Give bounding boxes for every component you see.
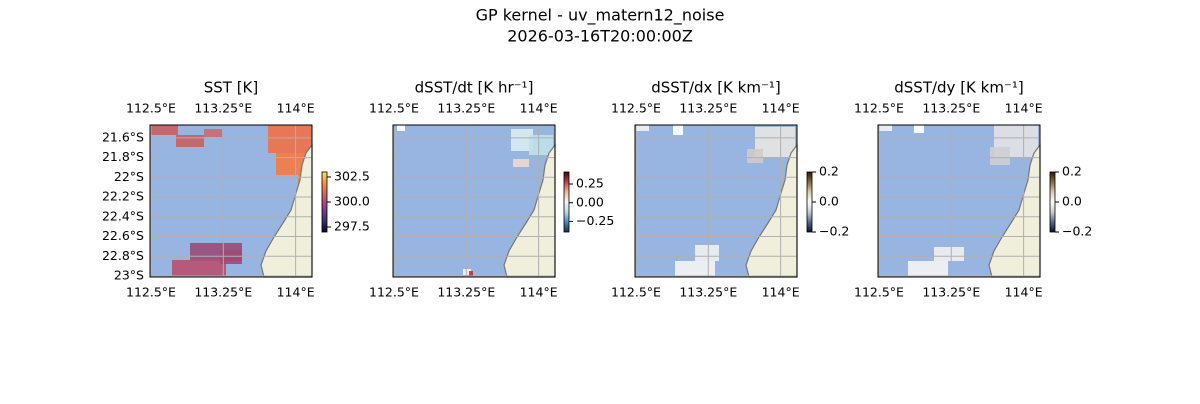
map-frame (392, 124, 556, 278)
data-patch (934, 247, 964, 261)
map-panel: dSST/dx [K km⁻¹] 112.5°E 112.5°E 113.25°E 11… (611, 79, 800, 300)
x-tick-label: 112.5°E (854, 285, 904, 300)
x-tick-label: 114°E (520, 101, 558, 116)
data-patch (150, 125, 178, 135)
colorbar-tick-label: 302.5 (334, 169, 370, 184)
figure-title: GP kernel - uv_matern12_noise (476, 6, 725, 26)
x-tick-label: 113.25°E (679, 101, 737, 116)
colorbar-tick-label: 0.0 (1062, 194, 1082, 209)
colorbar-tick-label: 0.2 (1062, 164, 1082, 179)
colorbar (563, 171, 570, 233)
data-patch (511, 129, 533, 151)
map-frame (634, 124, 798, 278)
map-frame (149, 124, 313, 278)
map-frame (877, 124, 1041, 278)
data-patch (268, 125, 312, 153)
x-tick-label: 114°E (277, 285, 315, 300)
data-patch (176, 135, 204, 147)
y-tick-label: 21.8°S (102, 149, 144, 164)
map-panel: dSST/dy [K km⁻¹] 112.5°E 112.5°E 113.25°E 11… (854, 79, 1043, 300)
data-patch (747, 149, 763, 163)
x-tick-label: 112.5°E (369, 285, 419, 300)
colorbar-tick-label: 300.0 (334, 194, 370, 209)
x-tick-label: 113.25°E (679, 285, 737, 300)
x-tick-label: 113.25°E (922, 285, 980, 300)
x-tick-label: 114°E (277, 101, 315, 116)
data-patch (635, 125, 649, 131)
x-tick-label: 112.5°E (611, 101, 661, 116)
x-tick-label: 113.25°E (437, 101, 495, 116)
data-patch (529, 135, 553, 155)
colorbar (321, 171, 328, 233)
data-patch (220, 250, 242, 264)
x-tick-label: 113.25°E (922, 101, 980, 116)
x-tick-label: 112.5°E (126, 101, 176, 116)
y-tick-label: 23°S (114, 268, 144, 283)
data-patch (172, 260, 226, 277)
x-tick-label: 113.25°E (194, 101, 252, 116)
figure-subtitle: 2026-03-16T20:00:00Z (507, 27, 693, 46)
data-patch (675, 261, 715, 277)
data-patch (204, 129, 222, 137)
x-tick-label: 114°E (762, 101, 800, 116)
data-patch (397, 125, 405, 131)
colorbar-tick-label: 0.0 (819, 194, 839, 209)
y-tick-label: 22°S (114, 169, 144, 184)
data-patch (513, 159, 529, 167)
data-patch (695, 245, 719, 261)
x-tick-label: 114°E (1005, 101, 1043, 116)
x-tick-label: 114°E (1005, 285, 1043, 300)
data-patch (469, 271, 473, 277)
panel-title: dSST/dx [K km⁻¹] (651, 79, 781, 97)
map-panel: SST [K] 112.5°E 112.5°E 113.25°E 113.25°E 114… (102, 79, 315, 300)
colorbar-tick-label: 0.25 (576, 176, 604, 191)
panel-title: SST [K] (204, 79, 259, 97)
x-tick-label: 113.25°E (437, 285, 495, 300)
data-patch (463, 269, 471, 275)
x-tick-label: 112.5°E (369, 101, 419, 116)
colorbar-tick-label: −0.25 (576, 213, 614, 228)
y-tick-label: 22.2°S (102, 189, 144, 204)
data-patch (914, 125, 924, 133)
panel-title: dSST/dt [K hr⁻¹] (415, 79, 534, 97)
x-tick-label: 112.5°E (126, 285, 176, 300)
colorbar-tick-label: 0.00 (576, 194, 604, 209)
map-panel: dSST/dt [K hr⁻¹] 112.5°E 112.5°E 113.25°E 11… (369, 79, 558, 300)
panel-title: dSST/dy [K km⁻¹] (894, 79, 1024, 97)
colorbar-tick-label: −0.2 (819, 224, 849, 239)
x-tick-label: 112.5°E (854, 101, 904, 116)
colorbar (806, 171, 813, 233)
x-tick-label: 114°E (762, 285, 800, 300)
y-tick-label: 22.6°S (102, 228, 144, 243)
colorbar-tick-label: 0.2 (819, 164, 839, 179)
colorbar (1049, 171, 1056, 233)
data-patch (908, 261, 948, 277)
data-patch (276, 153, 306, 175)
data-patch (878, 125, 892, 131)
colorbar-tick-label: 297.5 (334, 219, 370, 234)
x-tick-label: 114°E (520, 285, 558, 300)
data-patch (990, 147, 1010, 165)
x-tick-label: 113.25°E (194, 285, 252, 300)
y-tick-label: 22.8°S (102, 248, 144, 263)
y-tick-label: 22.4°S (102, 208, 144, 223)
data-patch (673, 125, 683, 135)
y-tick-label: 21.6°S (102, 129, 144, 144)
x-tick-label: 112.5°E (611, 285, 661, 300)
colorbar-tick-label: −0.2 (1062, 224, 1092, 239)
